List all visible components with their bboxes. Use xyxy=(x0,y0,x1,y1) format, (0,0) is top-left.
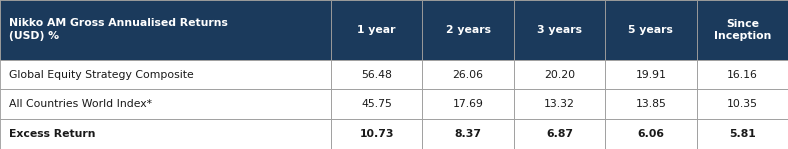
Text: All Countries World Index*: All Countries World Index* xyxy=(9,99,152,109)
Bar xyxy=(331,60,422,89)
Text: 3 years: 3 years xyxy=(537,25,582,35)
Text: 8.37: 8.37 xyxy=(455,129,481,139)
Bar xyxy=(331,89,422,119)
Text: 20.20: 20.20 xyxy=(544,69,575,80)
Text: 17.69: 17.69 xyxy=(452,99,484,109)
Text: Nikko AM Gross Annualised Returns
(USD) %: Nikko AM Gross Annualised Returns (USD) … xyxy=(9,18,229,41)
Bar xyxy=(514,60,605,89)
Text: 13.85: 13.85 xyxy=(635,99,667,109)
Bar xyxy=(422,89,514,119)
Bar xyxy=(514,0,605,60)
Text: Excess Return: Excess Return xyxy=(9,129,96,139)
Text: 1 year: 1 year xyxy=(358,25,396,35)
Bar xyxy=(331,119,422,149)
Bar xyxy=(0,89,331,119)
Bar xyxy=(605,119,697,149)
Bar xyxy=(697,60,788,89)
Bar xyxy=(697,89,788,119)
Text: 6.87: 6.87 xyxy=(546,129,573,139)
Text: Global Equity Strategy Composite: Global Equity Strategy Composite xyxy=(9,69,194,80)
Bar xyxy=(605,0,697,60)
Bar xyxy=(605,89,697,119)
Bar xyxy=(0,0,331,60)
Bar xyxy=(0,119,331,149)
Text: 13.32: 13.32 xyxy=(544,99,575,109)
Text: 2 years: 2 years xyxy=(445,25,491,35)
Bar xyxy=(422,0,514,60)
Text: 45.75: 45.75 xyxy=(361,99,392,109)
Text: 5 years: 5 years xyxy=(629,25,673,35)
Text: 16.16: 16.16 xyxy=(727,69,758,80)
Text: 10.73: 10.73 xyxy=(359,129,394,139)
Bar xyxy=(605,60,697,89)
Bar xyxy=(514,119,605,149)
Text: 26.06: 26.06 xyxy=(452,69,484,80)
Bar xyxy=(422,119,514,149)
Bar xyxy=(422,60,514,89)
Bar xyxy=(0,60,331,89)
Text: Since
Inception: Since Inception xyxy=(714,19,771,41)
Bar xyxy=(697,119,788,149)
Bar xyxy=(697,0,788,60)
Text: 5.81: 5.81 xyxy=(729,129,756,139)
Bar xyxy=(331,0,422,60)
Text: 6.06: 6.06 xyxy=(637,129,664,139)
Text: 56.48: 56.48 xyxy=(361,69,392,80)
Text: 19.91: 19.91 xyxy=(635,69,667,80)
Bar xyxy=(514,89,605,119)
Text: 10.35: 10.35 xyxy=(727,99,758,109)
